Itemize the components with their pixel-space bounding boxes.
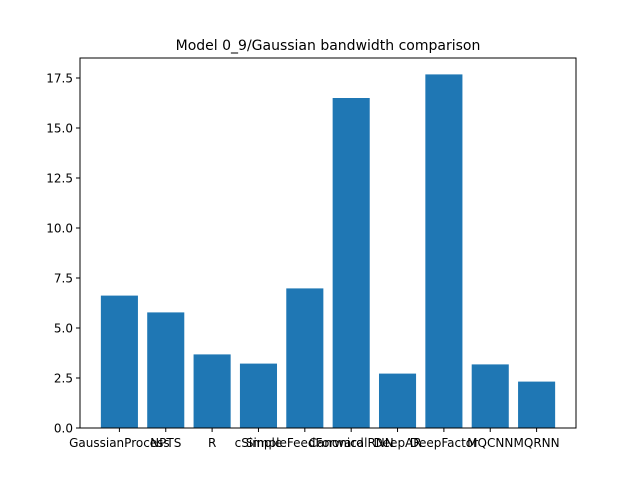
plot-frame	[79, 57, 577, 429]
y-tick-label: 12.5	[46, 172, 73, 186]
y-tick-label: 5.0	[54, 322, 73, 336]
x-tick-label: CanonicalRNN	[309, 436, 394, 450]
x-tick-label: R	[208, 436, 216, 450]
bars-group	[100, 74, 556, 429]
bar-simplefeedforward	[286, 288, 324, 428]
x-tick-label: DeepAR	[373, 436, 421, 450]
y-tick-label: 2.5	[54, 372, 73, 386]
x-tick-label: NPTS	[150, 436, 181, 450]
x-tick-label: MQCNN	[467, 436, 513, 450]
bar-mqrnn	[518, 381, 556, 428]
x-tick-label: cSimple	[235, 436, 283, 450]
bar-deepar	[378, 373, 417, 428]
y-axis-ticks: 0.0 2.5 5.0 7.5 10.0 12.5 15.0 17.5	[46, 72, 80, 436]
x-tick-label: GaussianProcess	[69, 436, 170, 450]
x-tick-label: DeepFactor	[410, 436, 478, 450]
y-tick-label: 17.5	[46, 72, 73, 86]
bar-mqcnn	[471, 364, 509, 428]
x-tick-label: MQRNN	[514, 436, 560, 450]
bar-csimple	[239, 363, 278, 428]
bar-r	[193, 354, 231, 428]
bar-canonicalrnn	[332, 98, 370, 428]
bar-deepfactor	[425, 74, 463, 429]
bar-gaussianprocess	[100, 295, 138, 428]
y-tick-label: 7.5	[54, 272, 73, 286]
y-tick-label: 10.0	[46, 222, 73, 236]
y-tick-label: 15.0	[46, 122, 73, 136]
chart-title: Model 0_9/Gaussian bandwidth comparison	[176, 38, 481, 54]
bar-npts	[147, 312, 185, 428]
x-tick-label: SimpleFeedForward	[246, 436, 364, 450]
y-tick-label: 0.0	[54, 422, 73, 436]
